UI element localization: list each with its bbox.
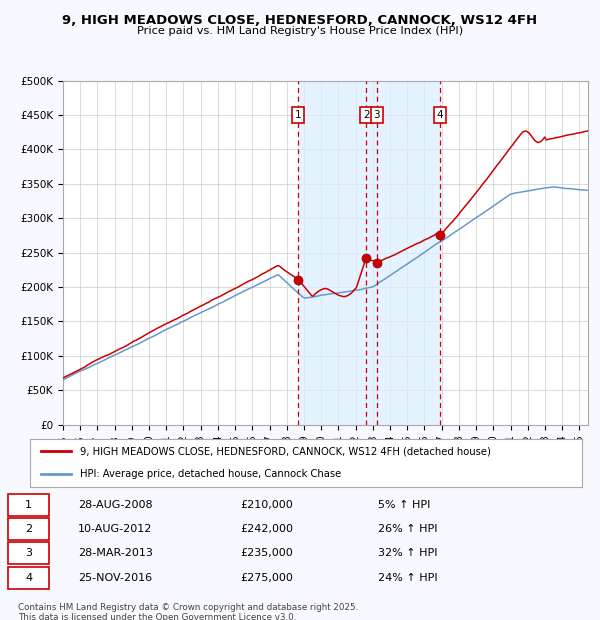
Text: 24% ↑ HPI: 24% ↑ HPI <box>378 573 437 583</box>
FancyBboxPatch shape <box>8 494 49 516</box>
Text: £210,000: £210,000 <box>240 500 293 510</box>
Text: 1: 1 <box>295 110 301 120</box>
Text: 2: 2 <box>25 524 32 534</box>
FancyBboxPatch shape <box>8 567 49 589</box>
Text: 4: 4 <box>437 110 443 120</box>
Text: 28-AUG-2008: 28-AUG-2008 <box>78 500 152 510</box>
Text: 4: 4 <box>25 573 32 583</box>
Text: £242,000: £242,000 <box>240 524 293 534</box>
Text: 32% ↑ HPI: 32% ↑ HPI <box>378 549 437 559</box>
Text: Price paid vs. HM Land Registry's House Price Index (HPI): Price paid vs. HM Land Registry's House … <box>137 26 463 36</box>
Text: 3: 3 <box>25 549 32 559</box>
Text: 26% ↑ HPI: 26% ↑ HPI <box>378 524 437 534</box>
Bar <box>377 81 440 425</box>
Text: 9, HIGH MEADOWS CLOSE, HEDNESFORD, CANNOCK, WS12 4FH: 9, HIGH MEADOWS CLOSE, HEDNESFORD, CANNO… <box>62 14 538 27</box>
Bar <box>298 81 377 425</box>
FancyBboxPatch shape <box>8 518 49 540</box>
Text: 5% ↑ HPI: 5% ↑ HPI <box>378 500 430 510</box>
Text: 9, HIGH MEADOWS CLOSE, HEDNESFORD, CANNOCK, WS12 4FH (detached house): 9, HIGH MEADOWS CLOSE, HEDNESFORD, CANNO… <box>80 446 491 456</box>
Text: 3: 3 <box>374 110 380 120</box>
Text: 2: 2 <box>363 110 370 120</box>
Text: £275,000: £275,000 <box>240 573 293 583</box>
Text: 1: 1 <box>25 500 32 510</box>
Text: 28-MAR-2013: 28-MAR-2013 <box>78 549 153 559</box>
Text: 10-AUG-2012: 10-AUG-2012 <box>78 524 152 534</box>
FancyBboxPatch shape <box>8 542 49 564</box>
Text: £235,000: £235,000 <box>240 549 293 559</box>
Text: Contains HM Land Registry data © Crown copyright and database right 2025.
This d: Contains HM Land Registry data © Crown c… <box>18 603 358 620</box>
Text: 25-NOV-2016: 25-NOV-2016 <box>78 573 152 583</box>
Text: HPI: Average price, detached house, Cannock Chase: HPI: Average price, detached house, Cann… <box>80 469 341 479</box>
